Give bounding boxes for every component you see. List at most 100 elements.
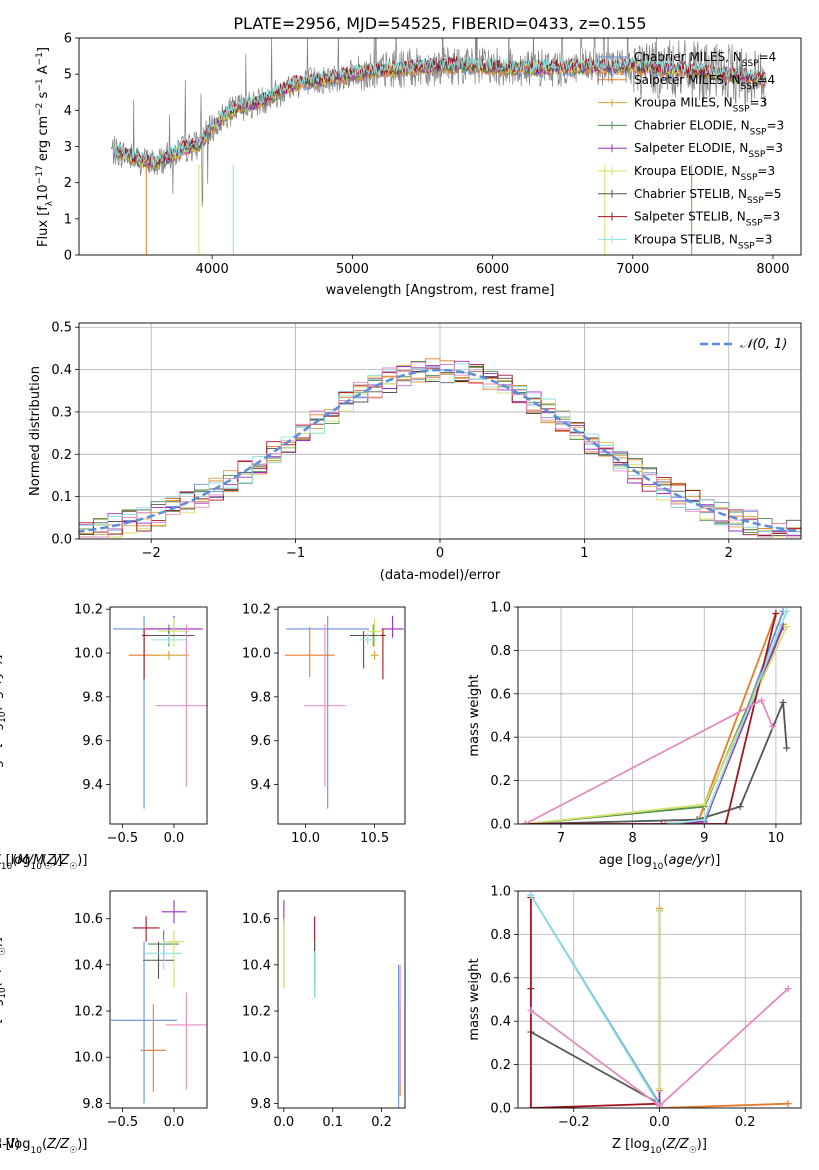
mass-vs-ebv-axes-xlabel: E(B-V) <box>0 1137 20 1152</box>
mass-vs-ebv-axes-plot <box>283 900 401 1108</box>
residual-axes: −2 −1 0 1 2 0.0 0.1 0.2 0.3 0.4 0.5 <box>51 321 802 561</box>
y-tick-label: 10.0 <box>74 1051 103 1066</box>
x-tick-label: 0.0 <box>164 831 185 846</box>
y-tick-label: 10.6 <box>74 912 103 927</box>
y-tick-label: 0.3 <box>51 405 72 420</box>
mass-vs-z-axes-frame <box>109 890 208 1109</box>
age-vs-mass-axes-frame <box>277 606 406 825</box>
y-tick-label: 0 <box>64 249 72 264</box>
x-tick-label: −0.2 <box>558 1115 590 1130</box>
y-tick-label: 10.2 <box>74 603 103 618</box>
spectrum-axes-plot <box>110 38 767 255</box>
x-tick-label: 8 <box>628 831 636 846</box>
x-tick-label: 8000 <box>756 262 789 277</box>
age-vs-z-axes-frame <box>109 606 208 825</box>
legend-label-kroupa_stelib: Kroupa STELIB, NSSP=3 <box>634 232 772 251</box>
y-tick-label: 9.6 <box>250 734 271 749</box>
x-tick-label: 4000 <box>196 262 229 277</box>
mass-weight-line-chabrier_miles <box>668 610 784 824</box>
residual-legend: 𝒩(0, 1) <box>700 337 787 352</box>
mass-vs-z-axes: −0.5 0.0 9.8 10.0 10.2 10.4 10.6 <box>74 890 208 1130</box>
residual-hist-pink <box>79 362 801 538</box>
mass-vs-z-axes-plot <box>111 900 207 1104</box>
x-tick-label: 2 <box>725 546 733 561</box>
spectrum-legend: Chabrier MILES, NSSP=4 Salpeter MILES, NS… <box>598 50 784 251</box>
y-tick-label: 0.4 <box>490 1015 511 1030</box>
mass-weight-age-axes-xlabel: age [log10(age/yr)] <box>599 853 721 872</box>
y-tick-label: 6 <box>64 32 72 47</box>
normal-curve <box>79 368 801 533</box>
x-tick-label: 0.1 <box>322 1115 343 1130</box>
x-tick-label: 7 <box>557 831 565 846</box>
mass-weight-z-axes-ylabel: mass weight <box>467 958 482 1040</box>
x-tick-label: 7000 <box>616 262 649 277</box>
y-tick-label: 0.8 <box>490 644 511 659</box>
x-tick-label: 0.0 <box>164 1115 185 1130</box>
legend-label-chabrier_elodie: Chabrier ELODIE, NSSP=3 <box>634 118 784 137</box>
legend-label-normal: 𝒩(0, 1) <box>740 337 787 352</box>
legend-label-kroupa_miles: Kroupa MILES, NSSP=3 <box>634 96 767 115</box>
y-tick-label: 2 <box>64 176 72 191</box>
age-vs-z-axes-ylabel: age [log10(age/yr)] <box>0 655 8 777</box>
y-tick-label: 9.4 <box>82 778 103 793</box>
y-tick-label: 10.6 <box>242 912 271 927</box>
y-tick-label: 10.4 <box>74 958 103 973</box>
x-tick-label: 10.5 <box>360 831 389 846</box>
y-tick-label: 10.4 <box>242 958 271 973</box>
legend-label-chabrier_stelib: Chabrier STELIB, NSSP=5 <box>634 187 782 206</box>
x-tick-label: 0.2 <box>735 1115 756 1130</box>
spectrum-axes-frame <box>78 37 802 256</box>
figure-title: PLATE=2956, MJD=54525, FIBERID=0433, z=0… <box>233 14 646 33</box>
mass-weight-line-salpeter_miles <box>659 1102 789 1108</box>
x-tick-label: −0.5 <box>107 831 139 846</box>
age-vs-mass-axes: 10.0 10.5 9.4 9.6 9.8 10.0 10.2 <box>242 603 406 846</box>
mass-weight-age-axes-plot <box>518 607 801 824</box>
mass-weight-z-axes-frame <box>517 890 802 1109</box>
y-tick-label: 9.8 <box>250 1097 271 1112</box>
x-tick-label: −2 <box>142 546 161 561</box>
residual-axes-plot <box>79 323 801 539</box>
y-tick-label: 0.0 <box>490 818 511 833</box>
legend-label-salpeter_miles: Salpeter MILES, NSSP=4 <box>634 73 775 92</box>
mass-weight-line-salpeter_stelib <box>530 897 660 1108</box>
y-tick-label: 0.2 <box>51 448 72 463</box>
legend-label-kroupa_elodie: Kroupa ELODIE, NSSP=3 <box>634 164 775 183</box>
age-vs-z-axes-xlabel: Z [log10(Z/Z☉)] <box>0 853 87 872</box>
model-spectrum-kroupa_stelib <box>113 56 767 166</box>
spectrum-axes: 4000 5000 6000 7000 8000 0 1 2 3 4 5 6 <box>64 32 802 277</box>
residual-axes-frame <box>78 322 802 540</box>
mass-weight-line-chabrier_stelib <box>530 1031 660 1105</box>
x-tick-label: 0 <box>436 546 444 561</box>
y-tick-label: 4 <box>64 104 72 119</box>
model-spectrum-salpeter_stelib <box>113 55 767 167</box>
mass-weight-line-kroupa_stelib <box>530 894 661 1107</box>
x-tick-label: 10.0 <box>291 831 320 846</box>
mass-weight-z-axes-plot <box>518 891 801 1108</box>
x-tick-label: 10 <box>768 831 785 846</box>
age-vs-z-axes-plot <box>113 615 207 809</box>
mass-weight-age-axes-frame <box>517 606 802 825</box>
mass-weight-line-salpeter_stelib <box>525 613 777 824</box>
y-tick-label: 1.0 <box>490 601 511 616</box>
x-tick-label: 6000 <box>476 262 509 277</box>
y-tick-label: 10.0 <box>242 647 271 662</box>
legend-label-chabrier_miles: Chabrier MILES, NSSP=4 <box>634 50 776 69</box>
legend-label-salpeter_elodie: Salpeter ELODIE, NSSP=3 <box>634 141 783 160</box>
mass-vs-z-axes-xlabel: Z [log10(Z/Z☉)] <box>0 1137 87 1156</box>
y-tick-label: 5 <box>64 68 72 83</box>
y-tick-label: 0.6 <box>490 971 511 986</box>
y-tick-label: 10.0 <box>242 1051 271 1066</box>
y-tick-label: 0.5 <box>51 321 72 336</box>
legend-label-salpeter_stelib: Salpeter STELIB, NSSP=3 <box>634 210 780 229</box>
y-tick-label: 0.0 <box>51 533 72 548</box>
x-tick-label: 0.0 <box>649 1115 670 1130</box>
mass-weight-z-axes-xlabel: Z [log10(Z/Z☉)] <box>612 1137 707 1156</box>
mass-weight-age-axes: 7 8 9 10 0.0 0.2 0.4 0.6 0.8 1.0 <box>490 601 802 846</box>
y-tick-label: 10.2 <box>242 603 271 618</box>
y-tick-label: 9.8 <box>250 690 271 705</box>
y-tick-label: 9.6 <box>82 734 103 749</box>
x-tick-label: 1 <box>580 546 588 561</box>
mass-weight-age-axes-ylabel: mass weight <box>467 674 482 756</box>
residual-ylabel: Normed distribution <box>28 366 43 496</box>
